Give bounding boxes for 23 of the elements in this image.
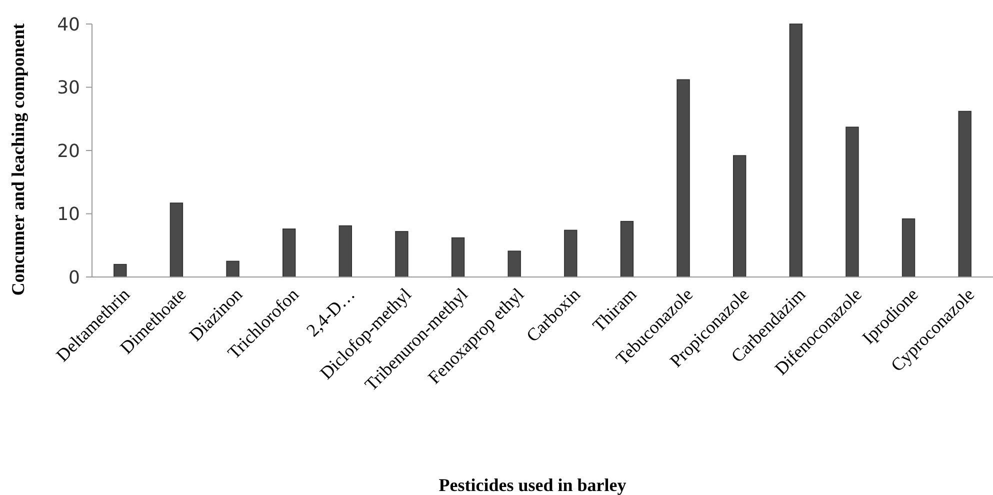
- y-tick-label: 40: [57, 14, 80, 36]
- bar: [902, 218, 916, 278]
- bar: [114, 264, 127, 278]
- bar: [451, 237, 465, 278]
- x-axis-title: Pesticides used in barley: [438, 475, 626, 495]
- bar: [676, 79, 690, 278]
- bar: [395, 231, 408, 278]
- bar: [958, 110, 972, 278]
- bar: [733, 155, 746, 278]
- y-tick-label: 30: [57, 78, 80, 99]
- bar: [338, 225, 352, 278]
- bar: [620, 220, 634, 278]
- y-tick-label: 20: [57, 140, 80, 162]
- y-axis-title: Concumer and leaching component: [8, 23, 28, 296]
- bar: [508, 250, 521, 278]
- bar: [789, 24, 802, 278]
- y-tick-label: 10: [57, 204, 80, 226]
- y-tick-label: 0: [68, 267, 80, 288]
- bar: [282, 228, 296, 278]
- bar: [170, 202, 184, 278]
- bar: [846, 126, 859, 278]
- bar: [226, 260, 240, 278]
- bar: [564, 230, 578, 278]
